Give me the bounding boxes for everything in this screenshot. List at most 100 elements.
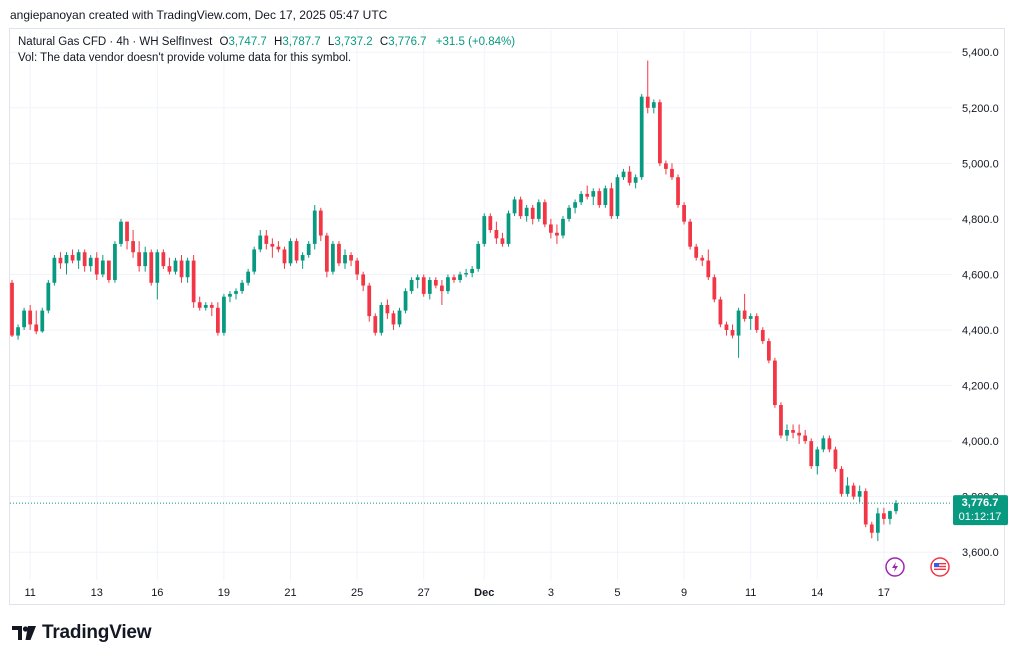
candle-body <box>119 221 123 244</box>
candle-up <box>40 307 45 333</box>
us-flag-icon[interactable] <box>930 557 950 577</box>
badge-price: 3,776.7 <box>962 497 999 509</box>
candle-body <box>536 202 541 219</box>
candle-body <box>300 255 305 261</box>
tradingview-logo[interactable]: TradingView <box>12 622 152 644</box>
candle-body <box>657 102 662 164</box>
candle-up <box>240 280 244 294</box>
y-tick-label: 4,400.0 <box>962 325 999 337</box>
candle-down <box>488 213 493 233</box>
symbol-legend: Natural Gas CFD · 4h · WH SelfInvest O3,… <box>18 34 515 66</box>
change-value: +31.5 (+0.84%) <box>435 36 516 48</box>
candle-body <box>215 307 220 333</box>
candle-up <box>821 435 826 453</box>
candle-down <box>688 218 693 250</box>
candle-body <box>355 260 360 275</box>
candle-body <box>694 246 699 258</box>
candle-up <box>615 174 620 219</box>
x-tick-label: 9 <box>681 587 687 599</box>
candle-body <box>857 491 862 497</box>
candle-body <box>197 302 202 308</box>
candle-down <box>518 196 523 219</box>
candle-body <box>131 241 135 253</box>
candle-body <box>222 296 226 333</box>
candle-body <box>209 305 214 308</box>
candle-down <box>452 274 456 283</box>
open-value: 3,747.7 <box>228 36 267 48</box>
candle-body <box>318 210 323 236</box>
candle-body <box>228 293 232 297</box>
candle-body <box>28 310 33 325</box>
x-tick-label: 13 <box>91 587 103 599</box>
candle-up <box>258 230 263 253</box>
candle-body <box>748 316 753 319</box>
candle-up <box>524 205 529 222</box>
candle-body <box>306 243 311 255</box>
candle-down <box>349 252 353 267</box>
high-value: 3,787.7 <box>282 36 321 48</box>
y-tick-label: 5,200.0 <box>962 103 999 115</box>
candle-body <box>651 102 656 108</box>
time-axis: 11 13 16 19 21 25 27 Dec 3 5 9 11 14 17 <box>24 587 890 599</box>
x-tick-label: 25 <box>351 587 363 599</box>
candle-body <box>809 441 814 467</box>
candle-down <box>809 438 814 469</box>
candle-body <box>766 341 771 361</box>
y-tick-label: 4,200.0 <box>962 381 999 393</box>
candle-body <box>246 271 251 283</box>
candle-up <box>46 280 51 314</box>
candle-down <box>179 255 184 283</box>
candle-body <box>40 310 45 332</box>
tradingview-wordmark: TradingView <box>42 622 152 643</box>
candle-body <box>397 310 402 325</box>
candle-down <box>500 232 505 247</box>
candle-body <box>324 235 329 272</box>
candle-body <box>633 177 638 183</box>
candle-body <box>894 503 898 512</box>
candle-up <box>573 199 577 214</box>
candle-body <box>367 285 372 317</box>
candle-up <box>379 302 384 336</box>
candle-body <box>113 243 117 280</box>
candle-body <box>415 277 420 280</box>
symbol-name[interactable]: Natural Gas CFD · 4h · WH SelfInvest <box>18 36 213 48</box>
candle-down <box>791 424 795 439</box>
candle-up <box>228 291 232 303</box>
candle-body <box>548 224 553 233</box>
candle-up <box>633 174 638 189</box>
candle-down <box>609 182 614 219</box>
candle-down <box>760 327 765 344</box>
candle-down <box>833 446 838 472</box>
candle-body <box>52 257 57 283</box>
candle-body <box>688 221 693 247</box>
candle-up <box>143 246 148 272</box>
candle-up <box>100 255 105 278</box>
candle-body <box>682 205 686 222</box>
candle-body <box>282 249 287 264</box>
candle-up <box>16 324 20 340</box>
candle-down <box>28 305 33 330</box>
candle-up <box>403 288 408 314</box>
candle-body <box>779 405 783 436</box>
candle-down <box>361 271 366 292</box>
candle-body <box>797 432 802 436</box>
candle-down <box>863 488 868 528</box>
candle-body <box>615 177 620 217</box>
candle-body <box>839 468 844 494</box>
event-icon[interactable] <box>885 557 905 577</box>
candle-down <box>337 241 341 267</box>
candle-down <box>191 255 196 308</box>
candle-up <box>88 255 93 272</box>
candle-body <box>585 193 590 197</box>
candle-down <box>167 257 172 275</box>
candle-body <box>706 260 711 278</box>
candle-up <box>343 249 347 269</box>
candle-up <box>52 255 57 286</box>
candle-up <box>113 241 117 283</box>
candle-down <box>70 249 75 264</box>
candle-body <box>191 260 196 303</box>
candle-body <box>88 257 93 267</box>
candle-down <box>542 199 547 228</box>
candle-down <box>682 202 686 225</box>
